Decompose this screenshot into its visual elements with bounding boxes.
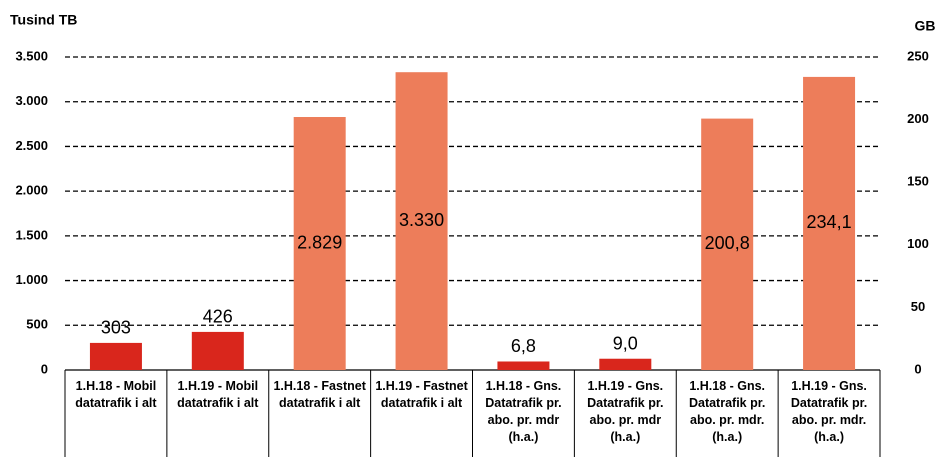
x-tick-label: 1.H.19 - Fastnet datatrafik i alt: [375, 379, 468, 410]
bar: [89, 342, 142, 370]
y-tick-label: 0: [41, 361, 48, 376]
bar: [497, 361, 550, 370]
value-label: 426: [203, 307, 233, 327]
x-tick-label: 1.H.18 - Fastnet datatrafik i alt: [273, 379, 366, 410]
x-tick-label: 1.H.18 - Gns. Datatrafik pr. abo. pr. md…: [688, 379, 766, 444]
value-label: 234,1: [807, 212, 852, 232]
bar: [395, 72, 448, 371]
y2-tick-label: 100: [907, 236, 929, 251]
y-tick-label: 500: [26, 317, 48, 332]
y-tick-label: 1.500: [15, 227, 48, 242]
x-tick-label: 1.H.19 - Mobil datatrafik i alt: [177, 379, 259, 410]
y2-tick-label: 250: [907, 48, 929, 63]
x-tick-label: 1.H.18 - Gns. Datatrafik pr. abo. pr. md…: [485, 379, 562, 444]
y2-tick-label: 150: [907, 174, 929, 189]
y2-tick-label: 50: [911, 299, 925, 314]
x-tick-label: 1.H.19 - Gns. Datatrafik pr. abo. pr. md…: [790, 379, 868, 444]
y-tick-label: 3.000: [15, 93, 48, 108]
bar: [701, 118, 754, 371]
value-label: 6,8: [511, 336, 536, 356]
value-label: 303: [101, 318, 131, 338]
y2-tick-label: 200: [907, 111, 929, 126]
y-axis-title: Tusind TB: [10, 12, 77, 28]
y-tick-label: 2.000: [15, 183, 48, 198]
bar: [803, 76, 856, 370]
value-label: 200,8: [705, 233, 750, 253]
bar: [293, 117, 346, 371]
y-tick-label: 3.500: [15, 48, 48, 63]
y-tick-label: 2.500: [15, 138, 48, 153]
y2-tick-label: 0: [914, 361, 921, 376]
bar: [191, 331, 244, 370]
y-tick-label: 1.000: [15, 272, 48, 287]
x-tick-label: 1.H.18 - Mobil datatrafik i alt: [75, 379, 157, 410]
bar: [599, 358, 652, 370]
value-label: 2.829: [297, 232, 342, 252]
value-label: 3.330: [399, 210, 444, 230]
x-tick-label: 1.H.19 - Gns. Datatrafik pr. abo. pr. md…: [587, 379, 664, 444]
y2-axis-title: GB: [915, 18, 936, 34]
value-label: 9,0: [613, 333, 638, 353]
